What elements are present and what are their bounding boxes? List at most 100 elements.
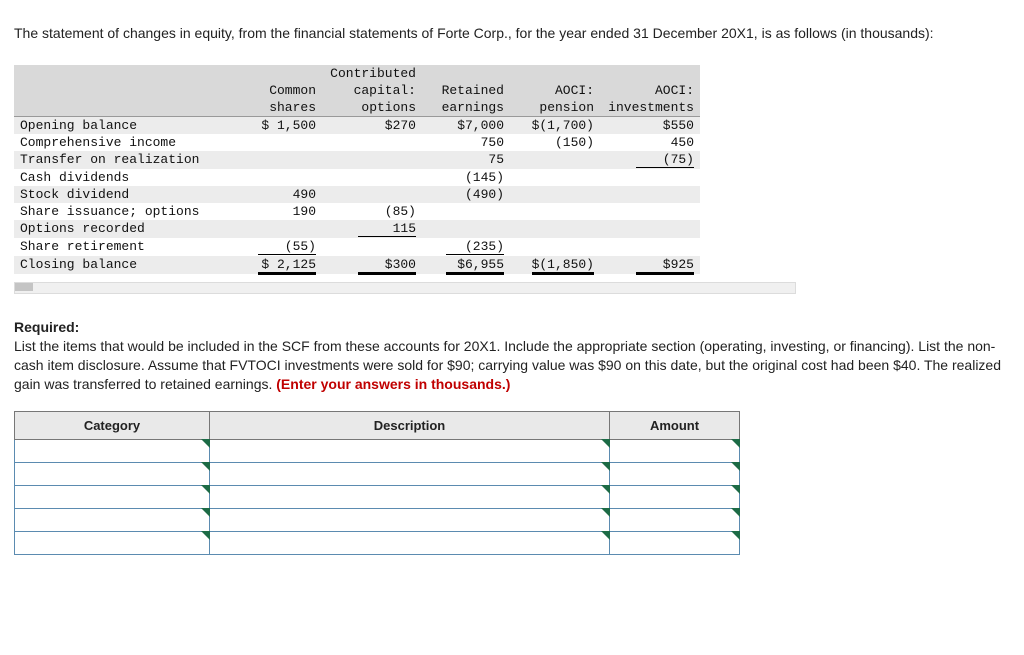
answer-header: Amount — [610, 412, 740, 440]
equity-cell — [510, 203, 600, 220]
equity-cell: 750 — [422, 134, 510, 151]
equity-cell: 75 — [422, 151, 510, 169]
answer-cell[interactable] — [15, 440, 210, 463]
equity-row-label: Closing balance — [14, 256, 232, 274]
answer-cell[interactable] — [210, 463, 610, 486]
answer-input[interactable] — [610, 486, 739, 508]
answer-input[interactable] — [210, 463, 609, 485]
answer-cell[interactable] — [210, 486, 610, 509]
equity-header-cell — [14, 82, 232, 99]
answer-input[interactable] — [15, 486, 209, 508]
scrollbar-thumb[interactable] — [15, 283, 33, 291]
equity-row-label: Opening balance — [14, 116, 232, 134]
equity-cell: (145) — [422, 169, 510, 186]
answer-input[interactable] — [210, 486, 609, 508]
equity-row-label: Transfer on realization — [14, 151, 232, 169]
answer-input[interactable] — [610, 532, 739, 554]
dropdown-corner-icon[interactable] — [731, 462, 740, 471]
equity-cell — [510, 238, 600, 256]
equity-cell — [232, 134, 322, 151]
answer-input[interactable] — [15, 440, 209, 462]
answer-cell[interactable] — [610, 509, 740, 532]
equity-header-cell: AOCI: — [510, 82, 600, 99]
answer-cell[interactable] — [210, 532, 610, 555]
equity-cell: $ 1,500 — [232, 116, 322, 134]
equity-cell — [510, 151, 600, 169]
equity-row-label: Stock dividend — [14, 186, 232, 203]
equity-cell: (150) — [510, 134, 600, 151]
equity-header-cell: earnings — [422, 99, 510, 117]
answer-cell[interactable] — [210, 440, 610, 463]
answer-table: CategoryDescriptionAmount — [14, 411, 740, 555]
answer-cell[interactable] — [610, 463, 740, 486]
equity-cell: 190 — [232, 203, 322, 220]
equity-cell — [232, 151, 322, 169]
equity-cell: (75) — [600, 151, 700, 169]
equity-cell: (235) — [422, 238, 510, 256]
equity-cell — [600, 169, 700, 186]
dropdown-corner-icon[interactable] — [731, 485, 740, 494]
answer-cell[interactable] — [15, 486, 210, 509]
equity-cell: $(1,700) — [510, 116, 600, 134]
answer-input[interactable] — [15, 532, 209, 554]
equity-header-cell — [600, 65, 700, 82]
answer-input[interactable] — [15, 509, 209, 531]
equity-row-label: Share issuance; options — [14, 203, 232, 220]
dropdown-corner-icon[interactable] — [731, 531, 740, 540]
equity-header-cell: Contributed — [322, 65, 422, 82]
answer-cell[interactable] — [610, 440, 740, 463]
answer-input[interactable] — [610, 509, 739, 531]
equity-header-cell: Common — [232, 82, 322, 99]
answer-header: Category — [15, 412, 210, 440]
equity-row-label: Share retirement — [14, 238, 232, 256]
equity-cell — [510, 169, 600, 186]
equity-cell — [322, 134, 422, 151]
equity-header-cell: AOCI: — [600, 82, 700, 99]
required-red: (Enter your answers in thousands.) — [276, 376, 510, 392]
answer-input[interactable] — [210, 532, 609, 554]
equity-header-cell — [422, 65, 510, 82]
answer-input[interactable] — [610, 440, 739, 462]
answer-input[interactable] — [610, 463, 739, 485]
equity-cell — [232, 169, 322, 186]
answer-cell[interactable] — [210, 509, 610, 532]
equity-cell — [422, 220, 510, 238]
equity-cell — [322, 238, 422, 256]
equity-cell: $300 — [322, 256, 422, 274]
equity-cell — [232, 220, 322, 238]
equity-cell: $550 — [600, 116, 700, 134]
equity-cell: (490) — [422, 186, 510, 203]
answer-input[interactable] — [15, 463, 209, 485]
equity-header-cell: investments — [600, 99, 700, 117]
answer-cell[interactable] — [610, 532, 740, 555]
equity-header-cell — [232, 65, 322, 82]
answer-cell[interactable] — [15, 509, 210, 532]
equity-cell: (55) — [232, 238, 322, 256]
required-heading: Required: — [14, 319, 79, 335]
equity-header-cell: capital: — [322, 82, 422, 99]
equity-header-cell — [14, 65, 232, 82]
equity-cell: 490 — [232, 186, 322, 203]
dropdown-corner-icon[interactable] — [731, 508, 740, 517]
required-block: Required: List the items that would be i… — [14, 318, 1010, 394]
answer-cell[interactable] — [15, 532, 210, 555]
equity-cell — [322, 169, 422, 186]
equity-cell: $925 — [600, 256, 700, 274]
intro-text: The statement of changes in equity, from… — [14, 24, 1010, 43]
answer-input[interactable] — [210, 440, 609, 462]
answer-input[interactable] — [210, 509, 609, 531]
answer-header: Description — [210, 412, 610, 440]
answer-cell[interactable] — [610, 486, 740, 509]
equity-cell — [600, 186, 700, 203]
equity-header-cell — [510, 65, 600, 82]
dropdown-corner-icon[interactable] — [731, 439, 740, 448]
answer-cell[interactable] — [15, 463, 210, 486]
equity-row-label: Options recorded — [14, 220, 232, 238]
equity-header-cell — [14, 99, 232, 117]
equity-table: Contributed Commoncapital:RetainedAOCI:A… — [14, 65, 700, 274]
horizontal-scrollbar[interactable] — [14, 282, 796, 294]
equity-cell: 450 — [600, 134, 700, 151]
equity-header-cell: pension — [510, 99, 600, 117]
equity-cell — [600, 220, 700, 238]
equity-header-cell: options — [322, 99, 422, 117]
